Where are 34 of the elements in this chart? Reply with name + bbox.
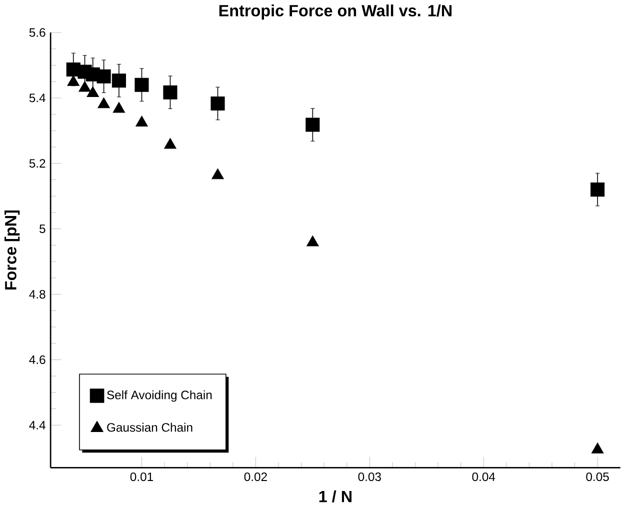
y-tick-label: 4.6 — [29, 355, 46, 364]
point — [212, 168, 224, 180]
y-tick-label: 5.2 — [29, 159, 46, 168]
y-tick-label: 5.4 — [29, 94, 46, 102]
point — [163, 85, 178, 100]
point — [590, 182, 605, 197]
x-tick-label: 0.01 — [130, 472, 153, 482]
legend-label: Self Avoiding Chain — [107, 390, 212, 402]
point — [136, 116, 148, 126]
point — [67, 75, 80, 86]
point — [306, 118, 320, 132]
point — [306, 236, 319, 246]
legend-label: Gaussian Chain — [107, 422, 192, 432]
y-tick-label: 4.4 — [29, 420, 46, 430]
x-tick-label: 0.03 — [358, 472, 381, 482]
point — [591, 442, 604, 454]
x-tick-label: 0.05 — [586, 472, 609, 482]
x-tick-label: 0.02 — [244, 472, 267, 482]
point — [96, 69, 111, 84]
point — [86, 86, 99, 98]
y-axis-title: Force [pN] — [4, 210, 20, 290]
point — [112, 74, 126, 88]
point — [78, 81, 91, 92]
x-axis-title: 1 / N — [319, 490, 352, 502]
point — [98, 97, 110, 108]
y-tick-label: 5 — [40, 224, 46, 234]
point — [134, 78, 149, 92]
x-tick-label: 0.04 — [472, 472, 496, 482]
point — [164, 138, 176, 149]
y-tick-label: 4.8 — [29, 290, 46, 299]
chart-title: Entropic Force on Wall vs. 1/N — [219, 4, 452, 20]
y-tick-label: 5.6 — [29, 28, 46, 37]
point — [112, 102, 126, 113]
point — [210, 96, 225, 111]
